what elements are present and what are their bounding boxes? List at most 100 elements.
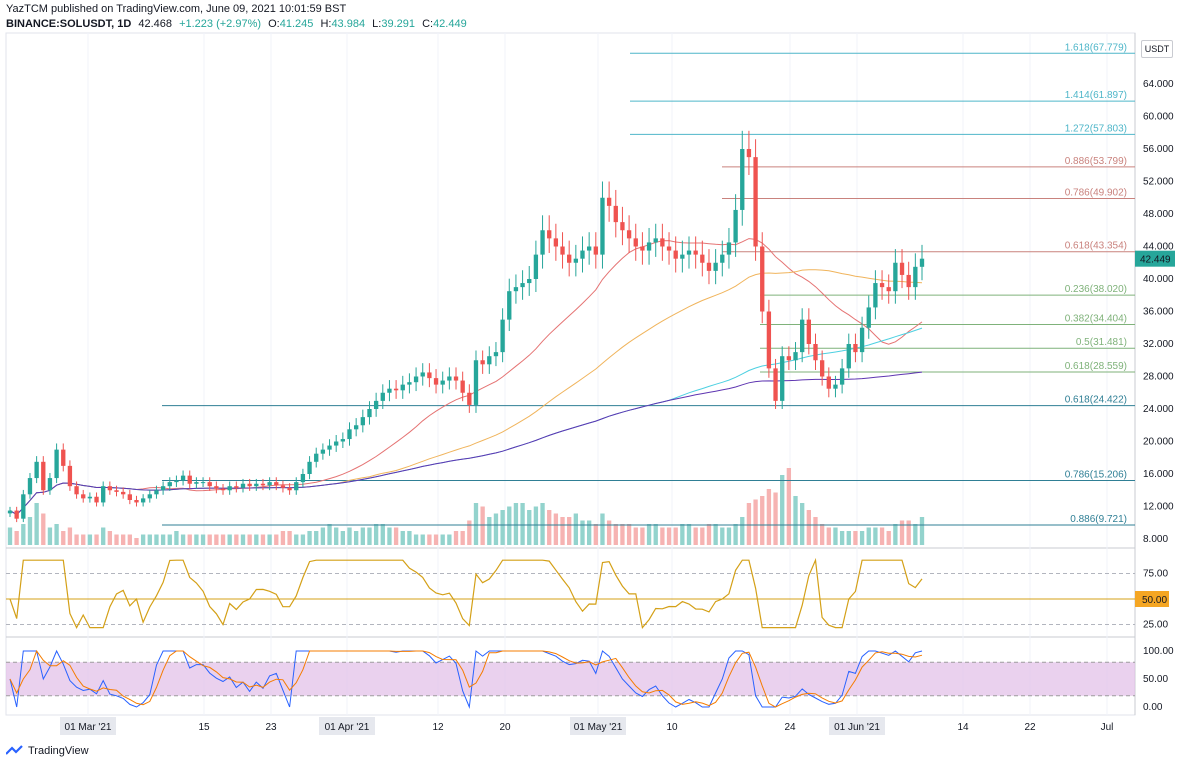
candle — [220, 484, 226, 495]
candle — [600, 181, 605, 269]
candle — [640, 232, 645, 265]
candle — [300, 468, 306, 487]
candle-body — [513, 287, 519, 292]
volume-bar — [513, 503, 519, 545]
volume-bar — [294, 534, 299, 545]
candle — [61, 443, 66, 472]
candle — [420, 363, 425, 386]
volume-bar — [600, 513, 605, 545]
candle-body — [646, 242, 652, 251]
volume-bar — [533, 506, 539, 545]
candle-body — [606, 197, 612, 206]
candle — [700, 240, 705, 277]
candle — [473, 350, 479, 413]
candle-body — [121, 491, 126, 495]
candle-body — [633, 238, 638, 247]
candle — [180, 470, 186, 486]
volume-bar — [660, 527, 665, 545]
candle — [666, 232, 672, 265]
candles — [7, 130, 925, 523]
candle-body — [846, 344, 851, 369]
candle — [493, 342, 499, 367]
price-axis[interactable]: 64.000 60.000 56.000 52.000 48.000 44.000 40.0… — [1135, 79, 1175, 545]
candle — [134, 495, 139, 507]
candle — [373, 392, 379, 417]
candle — [906, 261, 911, 300]
candle — [140, 494, 146, 507]
candle-body — [393, 388, 399, 391]
volume-bar — [653, 524, 658, 545]
volume-bar — [780, 475, 785, 545]
volume-bar — [407, 531, 412, 545]
candle — [207, 477, 212, 491]
candle-body — [573, 258, 579, 263]
candle-body — [507, 291, 512, 320]
candle — [507, 278, 512, 331]
volume-bar — [507, 506, 512, 545]
candle — [620, 206, 625, 246]
volume-bar — [207, 534, 212, 545]
stoch-tick: 100.00 — [1143, 646, 1174, 657]
candle-body — [560, 246, 565, 255]
volume-bar — [314, 531, 319, 545]
candle — [21, 489, 26, 523]
candle — [480, 350, 485, 374]
candle-body — [147, 494, 152, 499]
candle — [740, 130, 745, 226]
candle-body — [879, 283, 885, 288]
volume-bar — [274, 534, 279, 545]
close-label: C: — [422, 18, 434, 30]
high-label: H: — [320, 18, 332, 30]
volume-bar — [47, 527, 53, 545]
candle-body — [367, 409, 372, 418]
ma-20-line — [9, 238, 923, 516]
time-axis[interactable]: 01 Mar '21 15 23 01 Apr '21 12 20 01 May '21 10… — [60, 717, 1113, 735]
candle-body — [247, 483, 252, 487]
candle — [813, 333, 818, 370]
volume-bar — [706, 524, 712, 545]
candle-body — [600, 197, 605, 255]
chart-frame — [5, 32, 1136, 716]
candle — [533, 240, 539, 292]
ma-200-line — [9, 371, 923, 516]
candle — [287, 483, 292, 495]
price-tick: 60.000 — [1143, 112, 1174, 123]
candle — [334, 435, 339, 452]
volume-bar — [487, 517, 492, 545]
volume-bar — [180, 534, 186, 545]
volume-bar — [919, 517, 925, 545]
candle-body — [101, 486, 106, 503]
volume-bar — [833, 527, 838, 545]
time-tick: 23 — [265, 722, 277, 733]
candle-body — [626, 230, 632, 239]
volume-bar — [826, 527, 831, 545]
volume-bar — [61, 531, 66, 545]
price-tick: 40.000 — [1143, 274, 1174, 285]
candle-body — [54, 449, 59, 479]
stoch-rsi-pane: 100.00 50.00 0.00 — [6, 646, 1174, 713]
volume-bar — [267, 534, 272, 545]
open-label: O: — [268, 18, 280, 30]
volume-bar — [793, 496, 798, 545]
candle-body — [194, 482, 199, 484]
volume-bar — [340, 531, 346, 545]
candle — [660, 223, 665, 261]
candle-body — [866, 307, 871, 328]
candle-body — [473, 360, 479, 405]
volume-bar — [413, 534, 419, 545]
candle-body — [207, 482, 212, 487]
candle — [380, 384, 385, 409]
volume-bar — [174, 531, 179, 545]
candle-body — [839, 368, 845, 385]
volume-bar — [127, 534, 132, 545]
volume-bar — [27, 517, 33, 545]
candle-body — [746, 149, 752, 158]
currency-label[interactable]: USDT — [1141, 40, 1173, 58]
volume-bar — [480, 506, 485, 545]
date-box — [319, 717, 375, 735]
candle-body — [453, 376, 459, 381]
candle — [873, 270, 878, 320]
rsi-value-badge — [1135, 591, 1169, 607]
price-tick: 56.000 — [1143, 144, 1174, 155]
